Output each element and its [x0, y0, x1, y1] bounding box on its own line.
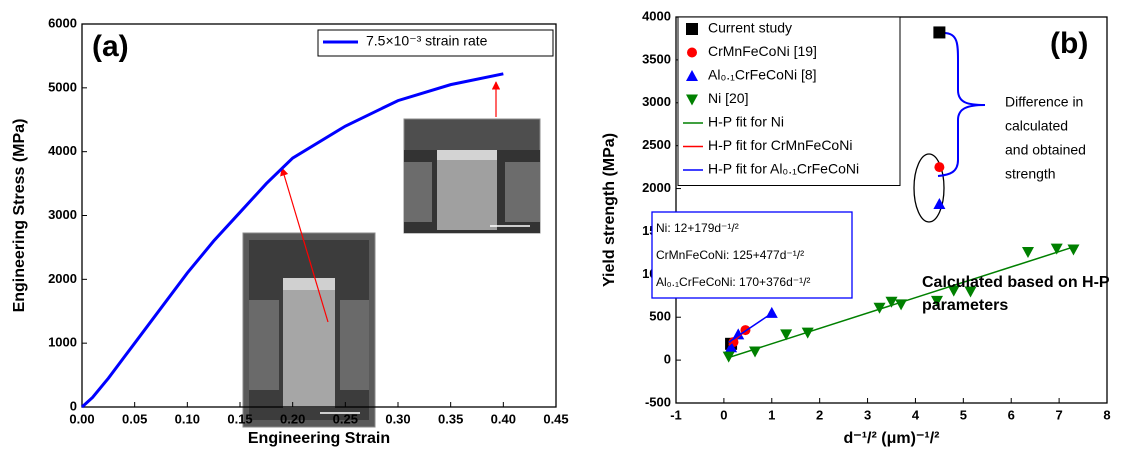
- equation: Al₀.₁CrFeCoNi: 170+376d⁻¹/²: [656, 275, 810, 289]
- y-tick-label: 1000: [48, 335, 77, 350]
- x-tick-label: 0.35: [438, 411, 463, 426]
- legend-label: H-P fit for CrMnFeCoNi: [708, 137, 852, 153]
- x-tick-label: 3: [864, 407, 871, 422]
- legend-label: Ni [20]: [708, 90, 748, 106]
- x-tick-label: -1: [670, 407, 682, 422]
- point: [933, 26, 946, 39]
- y-tick-label: 0: [70, 398, 77, 413]
- legend-label: CrMnFeCoNi [19]: [708, 43, 817, 59]
- x-tick-label: 2: [816, 407, 823, 422]
- x-tick-label: 5: [960, 407, 967, 422]
- point: [1050, 243, 1063, 255]
- data-line: [80, 72, 504, 409]
- point: [1021, 247, 1034, 259]
- equation: Ni: 12+179d⁻¹/²: [656, 221, 739, 235]
- data-line: [728, 312, 773, 343]
- x-tick-label: 4: [912, 407, 920, 422]
- annotation: Calculated based on H-P: [922, 274, 1110, 291]
- y-tick-label: 2000: [48, 271, 77, 286]
- x-tick-label: 0.30: [385, 411, 410, 426]
- x-tick-label: 7: [1055, 407, 1062, 422]
- ellipse: [913, 153, 945, 223]
- panel-label: (a): [92, 30, 129, 63]
- x-axis-title: d⁻¹/² (μm)⁻¹/²: [844, 430, 940, 447]
- y-axis-title: Engineering Stress (MPa): [11, 119, 28, 313]
- y-tick-label: 3500: [642, 51, 671, 66]
- annotation: and obtained: [1005, 142, 1086, 158]
- x-tick-label: 0.25: [333, 411, 358, 426]
- x-tick-label: 0: [720, 407, 727, 422]
- point: [732, 328, 745, 340]
- legend-swatch: [686, 94, 698, 106]
- y-tick-label: 4000: [642, 8, 671, 23]
- x-tick-label: 0.00: [69, 411, 94, 426]
- x-tick-label: 0.20: [280, 411, 305, 426]
- annotation: parameters: [922, 297, 1008, 314]
- y-tick-label: 4000: [48, 143, 77, 158]
- point: [725, 341, 738, 353]
- y-tick-label: 5000: [48, 79, 77, 94]
- point: [947, 285, 960, 297]
- x-tick-label: 6: [1008, 407, 1015, 422]
- x-tick-label: 0.10: [175, 411, 200, 426]
- y-tick-label: 3000: [48, 207, 77, 222]
- y-tick-label: 3000: [642, 94, 671, 109]
- point: [895, 299, 908, 311]
- x-tick-label: 0.05: [122, 411, 147, 426]
- sem-inset: [242, 232, 376, 428]
- x-tick-label: 1: [768, 407, 775, 422]
- point: [873, 302, 886, 314]
- legend-box: [677, 16, 901, 186]
- point: [801, 327, 814, 339]
- y-tick-label: 500: [649, 309, 671, 324]
- point: [930, 295, 943, 307]
- point: [1067, 244, 1080, 256]
- annotation: strength: [1005, 166, 1056, 182]
- x-tick-label: 0.15: [227, 411, 252, 426]
- equation-box: [651, 211, 853, 299]
- point: [885, 296, 898, 308]
- x-axis-title: Engineering Strain: [248, 430, 390, 447]
- equation: CrMnFeCoNi: 125+477d⁻¹/²: [656, 248, 804, 262]
- data-line: [728, 246, 1074, 359]
- x-tick-label: 8: [1103, 407, 1110, 422]
- legend-label: H-P fit for Al₀.₁CrFeCoNi: [708, 161, 859, 177]
- y-tick-label: 2500: [642, 137, 671, 152]
- y-tick-label: 6000: [48, 15, 77, 30]
- legend-swatch: [686, 23, 698, 35]
- point: [933, 197, 946, 209]
- arrow: [280, 167, 329, 323]
- legend-label: Current study: [708, 20, 792, 36]
- annotation: Difference in: [1005, 94, 1083, 110]
- legend-label: Al₀.₁CrFeCoNi [8]: [708, 67, 817, 83]
- panel-label: (b): [1050, 27, 1088, 60]
- point: [780, 329, 793, 341]
- y-tick-label: 2000: [642, 180, 671, 195]
- bracket: [937, 32, 986, 177]
- y-tick-label: -500: [645, 394, 671, 409]
- legend-label: 7.5×10⁻³ strain rate: [366, 33, 488, 49]
- legend-swatch: [687, 47, 697, 58]
- x-tick-label: 0.40: [491, 411, 516, 426]
- point: [964, 286, 977, 298]
- annotation: calculated: [1005, 118, 1068, 134]
- point: [934, 162, 945, 173]
- legend-swatch: [686, 70, 698, 81]
- x-tick-label: 0.45: [543, 411, 568, 426]
- legend-label: H-P fit for Ni: [708, 114, 784, 130]
- y-tick-label: 0: [664, 352, 671, 367]
- y-axis-title: Yield strength (MPa): [601, 133, 618, 287]
- sem-inset: [403, 118, 541, 234]
